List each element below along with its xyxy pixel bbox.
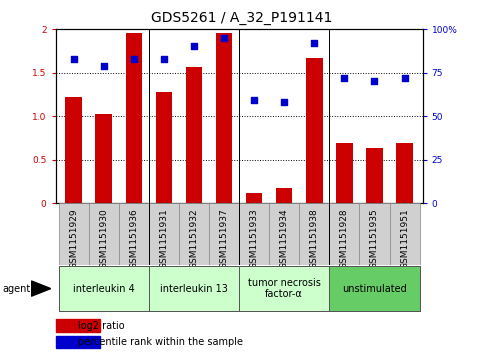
Bar	[329, 203, 359, 265]
Text: unstimulated: unstimulated	[342, 284, 407, 294]
Text: GSM1151933: GSM1151933	[250, 208, 258, 269]
Text: log2 ratio: log2 ratio	[78, 321, 124, 331]
Bar	[179, 203, 209, 265]
Bar	[359, 203, 389, 265]
Point	[70, 56, 77, 62]
Bar	[329, 266, 420, 311]
Point	[220, 35, 228, 41]
Bar	[119, 203, 149, 265]
Text: GSM1151931: GSM1151931	[159, 208, 169, 269]
Bar	[366, 147, 383, 203]
Bar	[58, 203, 89, 265]
Bar	[216, 33, 232, 203]
Point	[100, 63, 108, 69]
Text: GSM1151928: GSM1151928	[340, 208, 349, 269]
Point	[130, 56, 138, 62]
Text: GSM1151935: GSM1151935	[370, 208, 379, 269]
Point	[280, 99, 288, 105]
Bar	[96, 114, 112, 203]
Text: agent: agent	[2, 284, 30, 294]
Bar	[299, 203, 329, 265]
Bar	[156, 92, 172, 203]
Bar	[396, 143, 413, 203]
Bar	[336, 143, 353, 203]
Text: GSM1151938: GSM1151938	[310, 208, 319, 269]
Bar	[56, 319, 99, 332]
Point	[401, 75, 409, 81]
Bar	[89, 203, 119, 265]
Bar	[58, 266, 149, 311]
Bar	[389, 203, 420, 265]
Point	[341, 75, 348, 81]
Point	[190, 44, 198, 49]
Point	[311, 40, 318, 46]
Polygon shape	[31, 281, 51, 296]
Bar	[239, 266, 329, 311]
Text: GSM1151934: GSM1151934	[280, 208, 289, 269]
Bar	[269, 203, 299, 265]
Bar	[65, 97, 82, 203]
Text: tumor necrosis
factor-α: tumor necrosis factor-α	[248, 278, 321, 299]
Bar	[149, 203, 179, 265]
Bar	[246, 193, 262, 203]
Bar	[209, 203, 239, 265]
Point	[370, 78, 378, 84]
Text: GSM1151936: GSM1151936	[129, 208, 138, 269]
Text: GSM1151930: GSM1151930	[99, 208, 108, 269]
Text: GSM1151929: GSM1151929	[69, 208, 78, 269]
Point	[250, 98, 258, 103]
Text: percentile rank within the sample: percentile rank within the sample	[78, 337, 242, 347]
Text: interleukin 4: interleukin 4	[73, 284, 135, 294]
Bar	[276, 188, 293, 203]
Point	[160, 56, 168, 62]
Bar	[239, 203, 269, 265]
Text: GSM1151932: GSM1151932	[189, 208, 199, 269]
Bar	[185, 66, 202, 203]
Bar	[306, 58, 323, 203]
Text: GSM1151937: GSM1151937	[220, 208, 228, 269]
Text: GDS5261 / A_32_P191141: GDS5261 / A_32_P191141	[151, 11, 332, 25]
Bar	[149, 266, 239, 311]
Text: GSM1151951: GSM1151951	[400, 208, 409, 269]
Bar	[126, 33, 142, 203]
Text: interleukin 13: interleukin 13	[160, 284, 228, 294]
Bar	[56, 336, 99, 348]
